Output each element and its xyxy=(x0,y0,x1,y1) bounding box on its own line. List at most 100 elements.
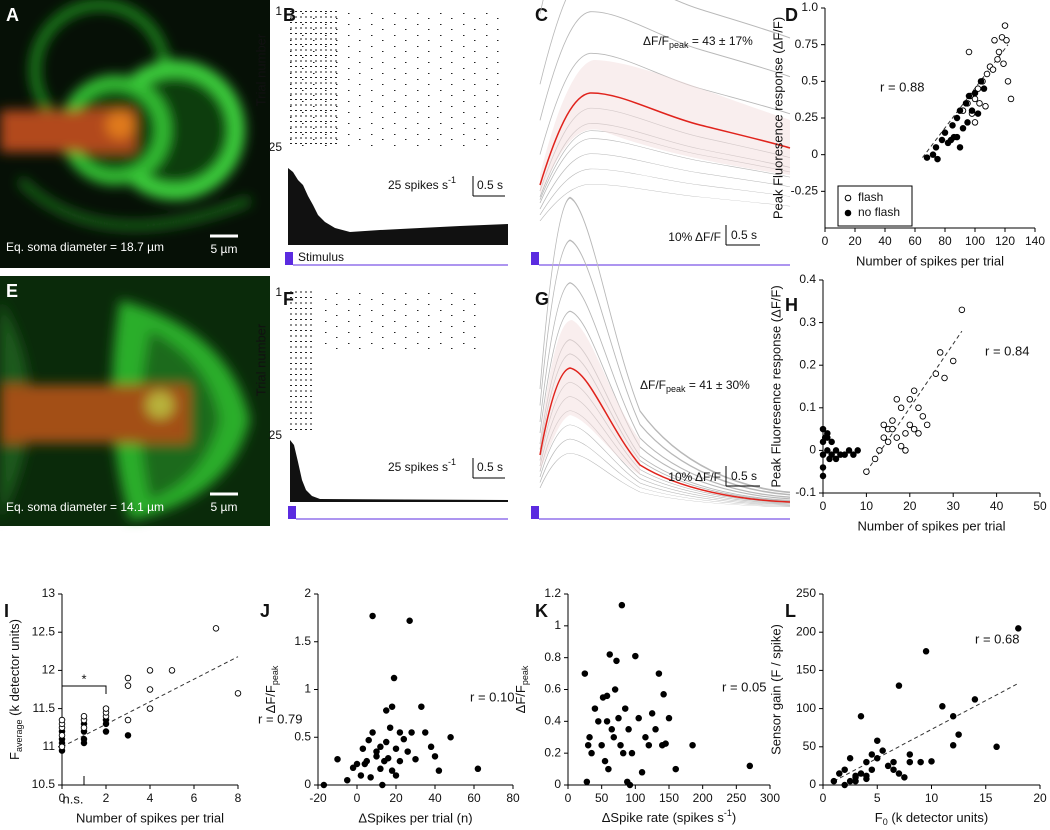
data-point xyxy=(956,144,964,151)
time-scale-label: 0.5 s xyxy=(731,469,757,483)
y-tick-label: 0.4 xyxy=(799,272,816,286)
data-point xyxy=(388,703,396,710)
raster-spikes xyxy=(290,288,312,433)
r-label: r = 0.68 xyxy=(975,631,1019,646)
data-point xyxy=(968,107,976,114)
traces-c: C ΔF/Fpeak = 43 ± 17% 10% ΔF/F 0.5 s xyxy=(531,0,791,266)
data-point xyxy=(832,447,840,454)
r-label: r = 0.84 xyxy=(985,343,1029,358)
x-axis-label-main: F xyxy=(875,810,883,825)
data-point xyxy=(655,670,663,677)
data-point xyxy=(384,755,392,762)
data-point xyxy=(884,762,892,770)
data-point xyxy=(625,726,632,733)
x-tick-label: 300 xyxy=(760,791,780,805)
data-point xyxy=(868,751,876,758)
data-point xyxy=(396,757,404,765)
data-point xyxy=(320,781,328,789)
data-point xyxy=(897,442,905,450)
y-axis-label: Sensor gain (F / spike) xyxy=(768,624,783,755)
y-tick-label: 13 xyxy=(42,586,56,600)
rate-scale-sup: -1 xyxy=(448,175,456,185)
rate-scale-label: 25 spikes s-1 xyxy=(388,457,456,474)
x-tick-label: 120 xyxy=(995,234,1015,248)
x-tick-label: 100 xyxy=(965,234,985,248)
scale-bar-label: 5 µm xyxy=(211,500,238,514)
data-point xyxy=(884,438,892,446)
y-tick-label: -0.25 xyxy=(791,184,819,198)
data-point xyxy=(902,430,909,437)
data-point xyxy=(689,741,696,749)
x-tick-label: 20 xyxy=(848,234,862,248)
x-axis-label: Number of spikes per trial xyxy=(76,810,224,825)
fit-line xyxy=(61,656,239,748)
data-point xyxy=(880,421,888,429)
y-tick-label: 100 xyxy=(796,701,816,715)
x-axis-label-sub: 0 xyxy=(883,817,888,827)
data-point xyxy=(941,374,948,382)
data-point xyxy=(608,726,616,733)
data-point xyxy=(581,670,589,677)
data-point xyxy=(586,734,593,741)
data-point xyxy=(588,749,595,757)
x-tick-label: 0 xyxy=(565,791,572,805)
x-tick-label: 2 xyxy=(103,791,110,805)
data-point xyxy=(846,777,854,785)
annotation-main: ΔF/F xyxy=(640,378,666,392)
data-point xyxy=(58,716,66,724)
data-point xyxy=(583,778,591,786)
x-tick-label: 200 xyxy=(693,791,713,805)
data-point xyxy=(618,601,626,609)
data-point xyxy=(949,122,956,129)
x-tick-label: 150 xyxy=(659,791,679,805)
y-axis-label: ΔF/Fpeak xyxy=(513,665,530,713)
data-point xyxy=(672,765,679,773)
x-tick-label: 10 xyxy=(925,791,939,805)
data-point xyxy=(635,714,642,722)
data-point xyxy=(995,48,1003,56)
data-point xyxy=(828,438,835,446)
x-tick-label: 8 xyxy=(235,791,242,805)
x-axis-label-sup: -1 xyxy=(724,808,732,818)
data-point xyxy=(648,710,656,717)
data-point xyxy=(901,774,908,781)
x-tick-label: 10 xyxy=(860,499,874,513)
y-axis-label: Peak Fluoresence response (ΔF/F) xyxy=(768,285,783,487)
data-point xyxy=(971,95,979,103)
data-point xyxy=(234,690,242,697)
data-point xyxy=(932,370,940,377)
y-tick-label: 0.8 xyxy=(544,650,561,664)
data-point xyxy=(890,766,897,773)
data-point xyxy=(645,741,653,749)
note: n.s. xyxy=(63,791,84,806)
x-tick-label: 20 xyxy=(903,499,917,513)
rate-scale-sup: -1 xyxy=(448,457,456,467)
y-tick-label: 1 xyxy=(275,4,282,18)
data-point xyxy=(80,735,88,743)
legend-marker xyxy=(844,194,852,202)
data-point xyxy=(854,447,861,454)
data-point xyxy=(863,775,870,783)
x-tick-label: 140 xyxy=(1025,234,1045,248)
y-axis-label-rest: (k detector units) xyxy=(7,619,22,719)
data-point xyxy=(369,612,376,620)
time-scale-label: 0.5 s xyxy=(477,178,503,192)
y-tick-label: 1.2 xyxy=(544,586,561,600)
histogram xyxy=(290,440,508,502)
data-point xyxy=(611,686,619,693)
y-tick-label: 200 xyxy=(796,624,816,638)
data-point xyxy=(662,740,669,747)
x-axis-label-main: ΔSpike rate (spikes s xyxy=(602,810,725,825)
data-point xyxy=(977,78,985,85)
data-point xyxy=(976,100,983,107)
y-tick-label: 12 xyxy=(42,663,56,677)
x-tick-label: 50 xyxy=(595,791,609,805)
caption: Eq. soma diameter = 18.7 µm xyxy=(6,240,164,254)
y-tick-label: 2 xyxy=(304,586,311,600)
panel-letter: E xyxy=(6,281,18,301)
data-point xyxy=(929,151,937,158)
x-tick-label: 60 xyxy=(467,791,481,805)
data-point xyxy=(146,667,154,674)
data-point xyxy=(357,772,365,779)
data-point xyxy=(832,455,840,463)
